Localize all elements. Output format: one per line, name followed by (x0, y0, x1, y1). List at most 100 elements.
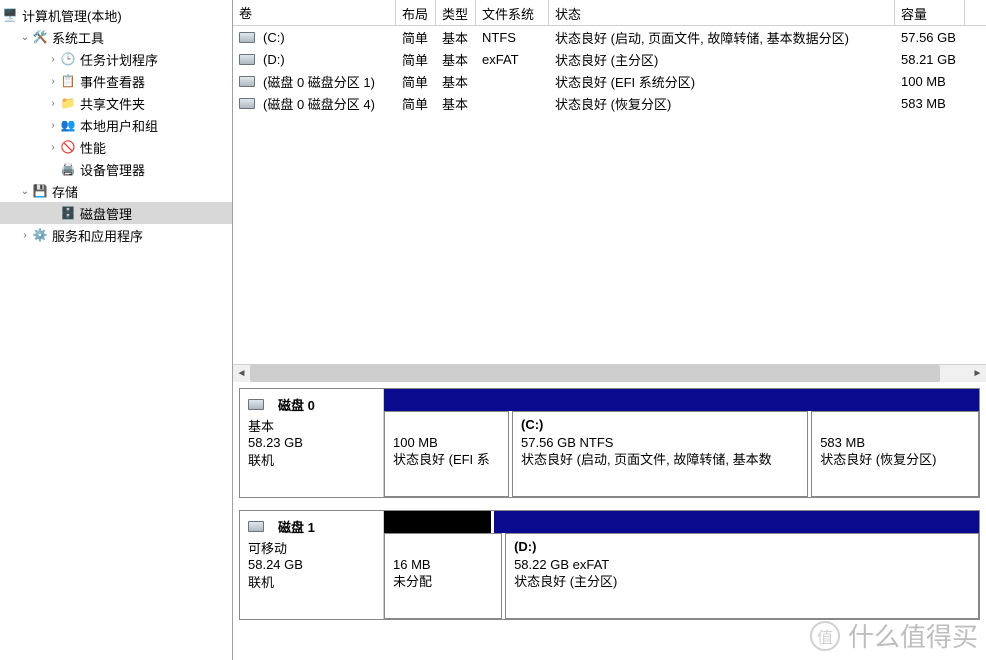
tree-label: 事件查看器 (80, 72, 145, 91)
users-icon: 👥 (60, 117, 76, 133)
partition[interactable]: 583 MB状态良好 (恢复分区) (811, 411, 979, 497)
volume-status: 状态良好 (恢复分区) (549, 94, 895, 113)
col-filesystem[interactable]: 文件系统 (476, 0, 549, 25)
disk-info[interactable]: 磁盘 1可移动58.24 GB联机 (240, 511, 384, 619)
volume-layout: 简单 (396, 94, 436, 113)
diskmgmt-icon: 🗄️ (60, 205, 76, 221)
tree-label: 本地用户和组 (80, 116, 158, 135)
volume-type: 基本 (436, 72, 476, 91)
disk-partitions: 16 MB未分配(D:)58.22 GB exFAT状态良好 (主分区) (384, 511, 979, 619)
disk-kind: 基本 (248, 416, 375, 435)
tree-label: 系统工具 (52, 28, 104, 47)
disk-size: 58.23 GB (248, 435, 375, 450)
computer-icon: 🖥️ (2, 7, 18, 23)
tree-storage[interactable]: ⌄ 💾 存储 (0, 180, 232, 202)
tree-system-tools[interactable]: ⌄ 🛠️ 系统工具 (0, 26, 232, 48)
partition-status: 状态良好 (启动, 页面文件, 故障转储, 基本数 (521, 451, 799, 469)
tree-label: 设备管理器 (80, 160, 145, 179)
expand-icon[interactable]: › (46, 120, 60, 131)
expand-icon[interactable]: › (46, 76, 60, 87)
stripe-segment (384, 389, 979, 411)
volume-icon (239, 54, 255, 65)
volume-row[interactable]: (D:)简单基本exFAT状态良好 (主分区)58.21 GB (233, 48, 986, 70)
partition-row: 100 MB状态良好 (EFI 系(C:)57.56 GB NTFS状态良好 (… (384, 411, 979, 497)
partition-status: 未分配 (393, 573, 493, 591)
tree-event-viewer[interactable]: › 📋 事件查看器 (0, 70, 232, 92)
volume-list-panel: 卷 布局 类型 文件系统 状态 容量 (C:)简单基本NTFS状态良好 (启动,… (233, 0, 986, 382)
event-icon: 📋 (60, 73, 76, 89)
disk-map-panel: 磁盘 0基本58.23 GB联机 100 MB状态良好 (EFI 系(C:)57… (233, 382, 986, 660)
partition[interactable]: 100 MB状态良好 (EFI 系 (384, 411, 509, 497)
disk-stripe (384, 511, 979, 533)
disk-size: 58.24 GB (248, 557, 375, 572)
disk-info[interactable]: 磁盘 0基本58.23 GB联机 (240, 389, 384, 497)
col-volume[interactable]: 卷 (233, 0, 396, 25)
disk-kind: 可移动 (248, 538, 375, 557)
volume-rows: (C:)简单基本NTFS状态良好 (启动, 页面文件, 故障转储, 基本数据分区… (233, 26, 986, 364)
volume-row[interactable]: (磁盘 0 磁盘分区 1)简单基本状态良好 (EFI 系统分区)100 MB (233, 70, 986, 92)
expand-icon[interactable]: › (18, 230, 32, 241)
disk-state: 联机 (248, 450, 375, 469)
scroll-thumb[interactable] (250, 365, 940, 382)
expand-icon[interactable]: › (46, 98, 60, 109)
partition-size: 100 MB (393, 434, 500, 452)
partition[interactable]: 16 MB未分配 (384, 533, 502, 619)
volume-row[interactable]: (C:)简单基本NTFS状态良好 (启动, 页面文件, 故障转储, 基本数据分区… (233, 26, 986, 48)
tree-label: 磁盘管理 (80, 204, 132, 223)
volume-icon (239, 98, 255, 109)
col-status[interactable]: 状态 (549, 0, 895, 25)
volume-layout: 简单 (396, 28, 436, 47)
volume-layout: 简单 (396, 72, 436, 91)
expand-icon[interactable]: › (46, 142, 60, 153)
tree-label: 服务和应用程序 (52, 226, 143, 245)
disk-partitions: 100 MB状态良好 (EFI 系(C:)57.56 GB NTFS状态良好 (… (384, 389, 979, 497)
volume-capacity: 57.56 GB (895, 30, 965, 45)
disk-icon (248, 399, 264, 410)
volume-icon (239, 32, 255, 43)
col-layout[interactable]: 布局 (396, 0, 436, 25)
tree-root[interactable]: 🖥️ 计算机管理(本地) (0, 4, 232, 26)
partition-status: 状态良好 (主分区) (514, 573, 970, 591)
col-type[interactable]: 类型 (436, 0, 476, 25)
partition[interactable]: (D:)58.22 GB exFAT状态良好 (主分区) (505, 533, 979, 619)
tree-task-scheduler[interactable]: › 🕒 任务计划程序 (0, 48, 232, 70)
tree-disk-management[interactable]: 🗄️ 磁盘管理 (0, 202, 232, 224)
h-scrollbar[interactable]: ◄ ► (233, 364, 986, 381)
expand-icon[interactable]: › (46, 54, 60, 65)
volume-type: 基本 (436, 28, 476, 47)
scroll-right-icon[interactable]: ► (969, 365, 986, 382)
tree-local-users[interactable]: › 👥 本地用户和组 (0, 114, 232, 136)
tree-performance[interactable]: › 🚫 性能 (0, 136, 232, 158)
tree-device-manager[interactable]: 🖨️ 设备管理器 (0, 158, 232, 180)
volume-type: 基本 (436, 94, 476, 113)
partition-size: 58.22 GB exFAT (514, 556, 970, 574)
disk-title: 磁盘 1 (278, 517, 315, 536)
volume-name: (D:) (263, 52, 285, 67)
disk: 磁盘 0基本58.23 GB联机 100 MB状态良好 (EFI 系(C:)57… (239, 388, 980, 498)
services-icon: ⚙️ (32, 227, 48, 243)
tree-services[interactable]: › ⚙️ 服务和应用程序 (0, 224, 232, 246)
perf-icon: 🚫 (60, 139, 76, 155)
volume-capacity: 100 MB (895, 74, 965, 89)
collapse-icon[interactable]: ⌄ (18, 186, 32, 197)
scroll-left-icon[interactable]: ◄ (233, 365, 250, 382)
disk: 磁盘 1可移动58.24 GB联机 16 MB未分配(D:)58.22 GB e… (239, 510, 980, 620)
partition-size: 583 MB (820, 434, 970, 452)
volume-capacity: 58.21 GB (895, 52, 965, 67)
device-icon: 🖨️ (60, 161, 76, 177)
collapse-icon[interactable]: ⌄ (18, 32, 32, 43)
scroll-track[interactable] (250, 365, 969, 382)
volume-fs: exFAT (476, 52, 549, 67)
partition-size: 16 MB (393, 556, 493, 574)
partition-size: 57.56 GB NTFS (521, 434, 799, 452)
col-capacity[interactable]: 容量 (895, 0, 965, 25)
volume-fs: NTFS (476, 30, 549, 45)
partition[interactable]: (C:)57.56 GB NTFS状态良好 (启动, 页面文件, 故障转储, 基… (512, 411, 808, 497)
tree-label: 计算机管理(本地) (22, 6, 122, 25)
volume-name: (磁盘 0 磁盘分区 1) (263, 72, 375, 91)
stripe-segment (494, 511, 979, 533)
tree-label: 性能 (80, 138, 106, 157)
tree-shared-folders[interactable]: › 📁 共享文件夹 (0, 92, 232, 114)
tree-label: 共享文件夹 (80, 94, 145, 113)
volume-row[interactable]: (磁盘 0 磁盘分区 4)简单基本状态良好 (恢复分区)583 MB (233, 92, 986, 114)
